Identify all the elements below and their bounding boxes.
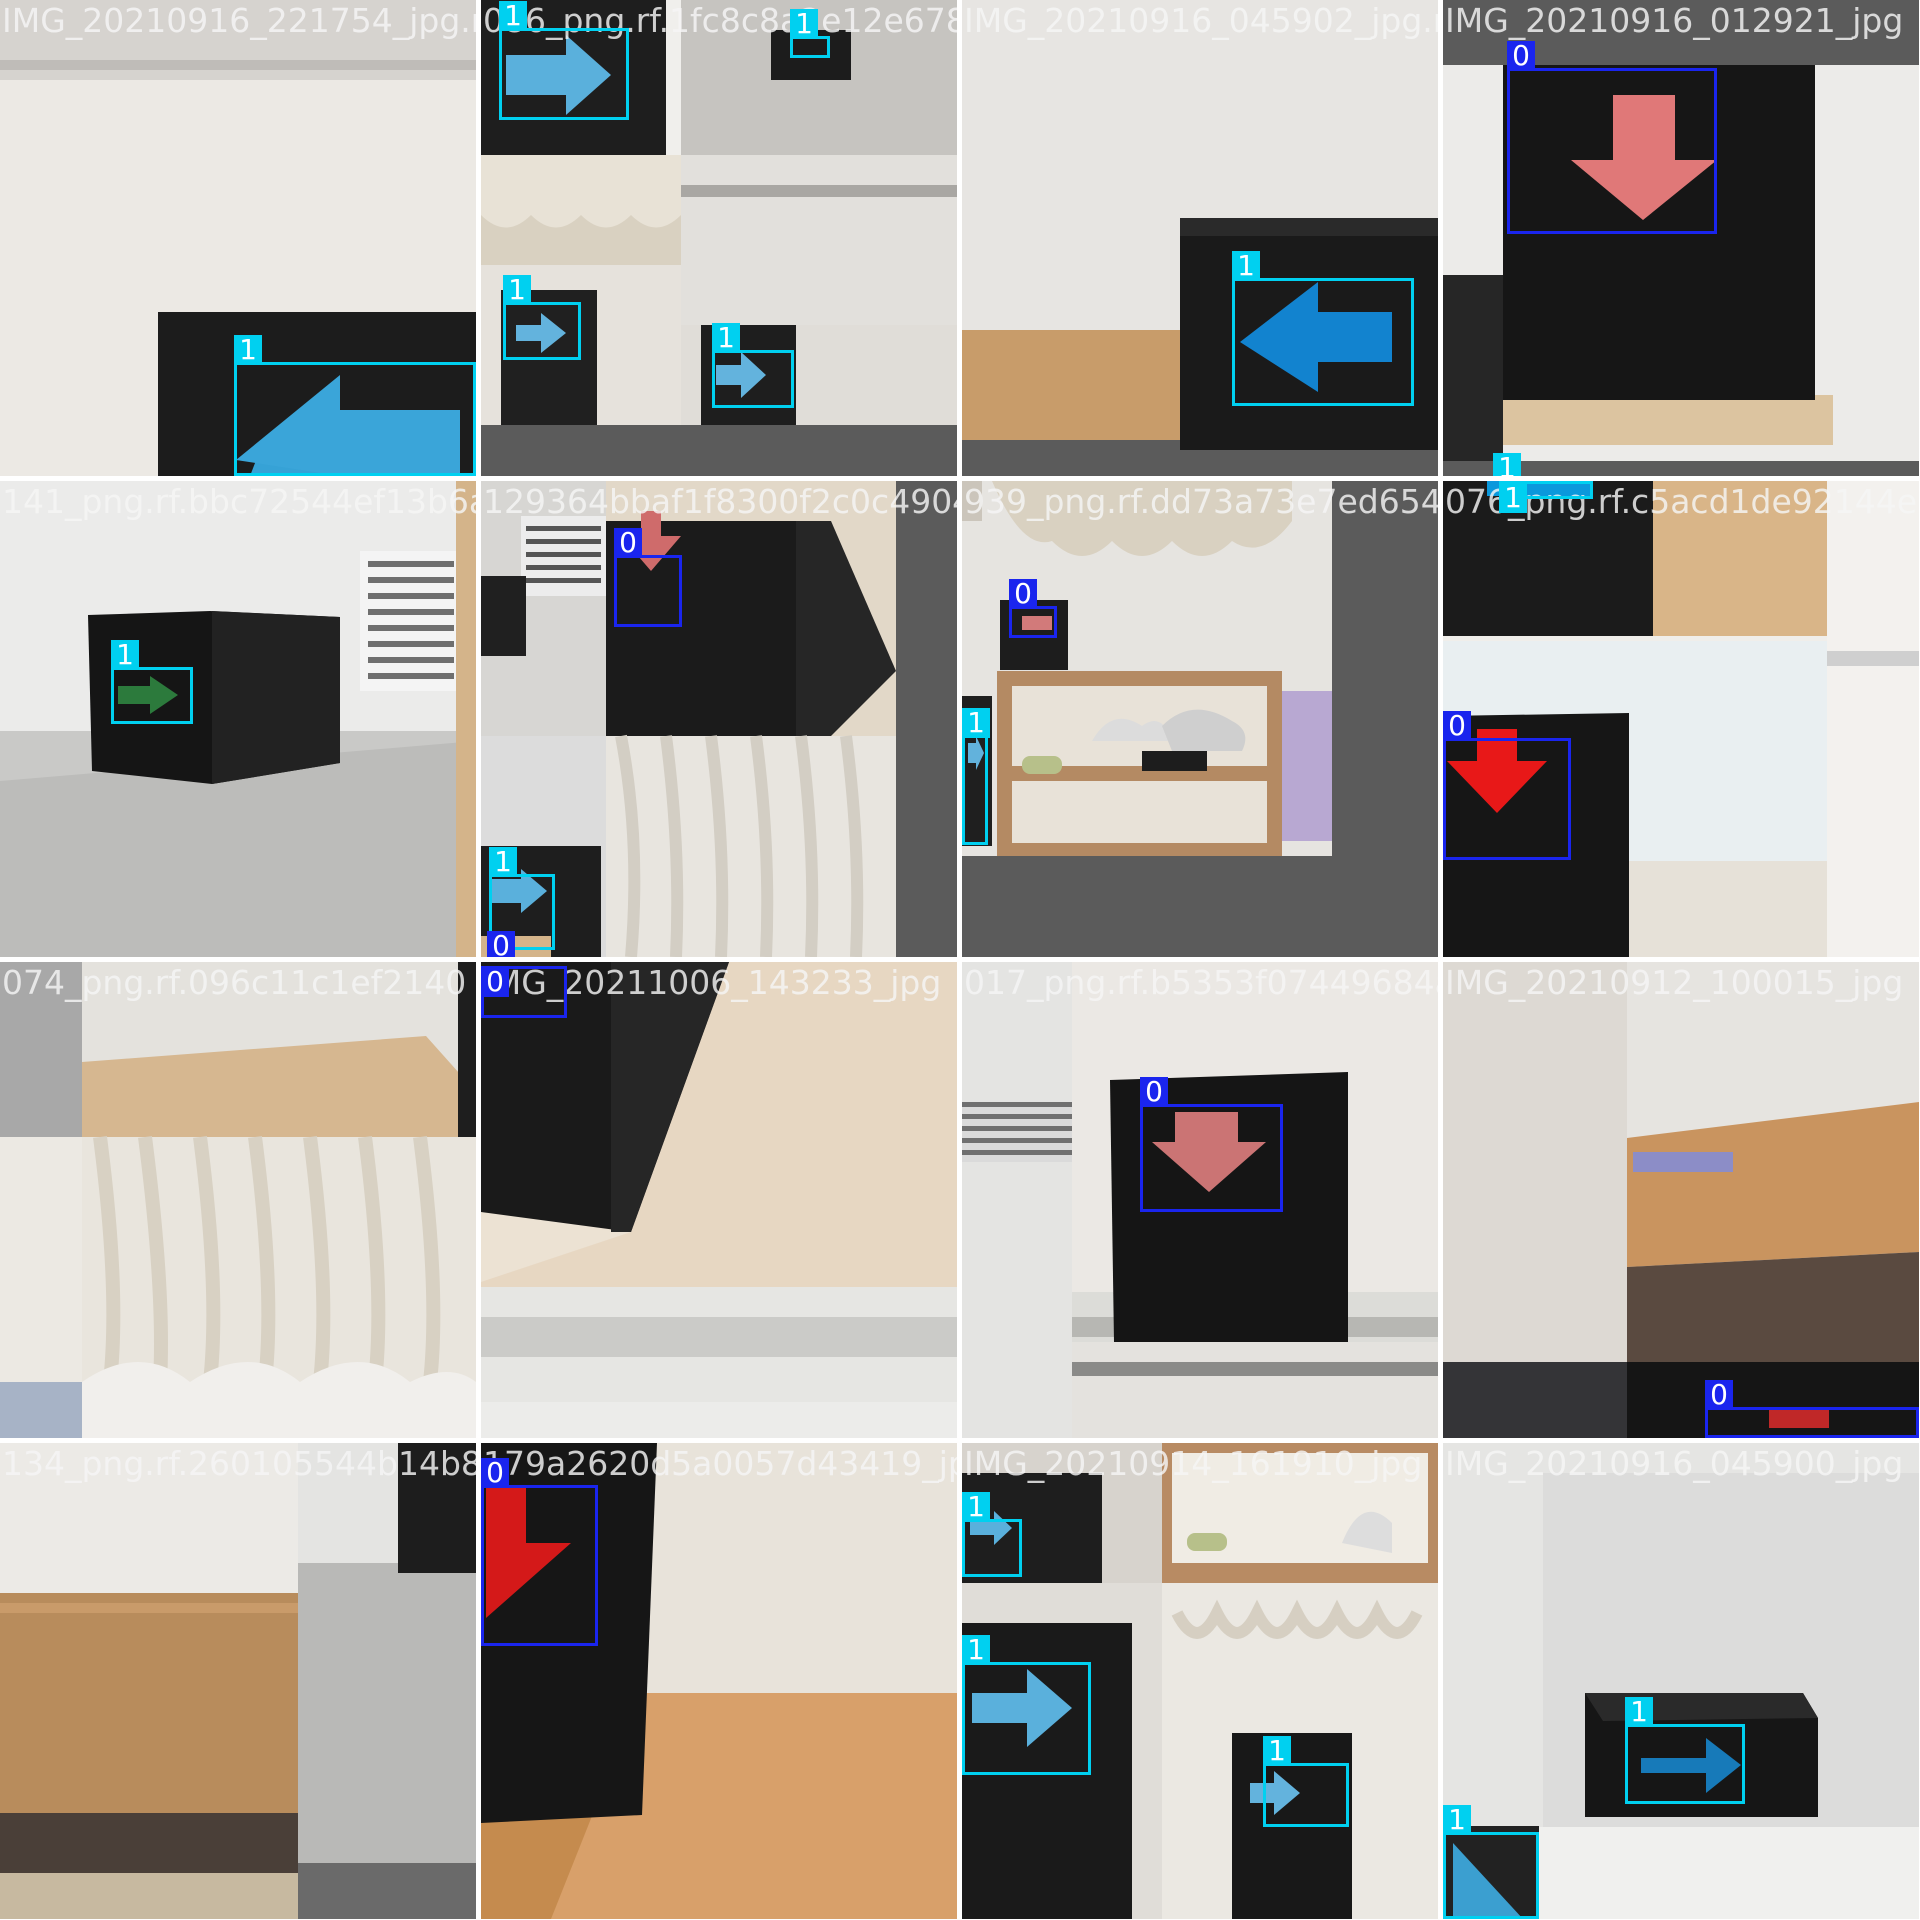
tile-image (962, 962, 1438, 1438)
image-filename: 179a2620d5a0057d43419_jpg (483, 1444, 957, 1483)
tile-image (962, 1443, 1438, 1919)
image-filename: IMG_20210914_161910_jpg (964, 1444, 1423, 1483)
detection-box: 1 (962, 1635, 1091, 1775)
class-label: 1 (1625, 1697, 1653, 1727)
image-filename: IMG_20210916_045900_jpg (1445, 1444, 1904, 1483)
detection-box: 1 (712, 323, 794, 408)
detection-box: 1 (1443, 1805, 1539, 1919)
tile-image (481, 1443, 957, 1919)
class-label: 1 (1499, 483, 1527, 513)
class-label: 0 (1009, 579, 1037, 609)
detection-box: 1 (962, 1492, 1022, 1577)
class-label: 1 (712, 323, 740, 353)
tile-image (481, 962, 957, 1438)
detection-box: 1 (499, 1, 629, 120)
detection-box: 0 (1705, 1380, 1919, 1438)
tile-image (0, 481, 476, 957)
mosaic-tile: IMG_20210912_100015_jpg 0 (1443, 962, 1919, 1438)
tile-image (1443, 1443, 1919, 1919)
mosaic-tile: 129364bbaf1f8300f2c0c490496 0 1 0 (481, 481, 957, 957)
tile-image (962, 0, 1438, 476)
class-label: 1 (962, 1492, 990, 1522)
class-label: 1 (962, 1635, 990, 1665)
class-label: 1 (111, 640, 139, 670)
detection-box: 1 (1499, 481, 1593, 513)
mosaic-tile: 141_png.rf.bbc72544ef13b6a293 1 (0, 481, 476, 957)
detection-box: 1 (111, 640, 193, 724)
detection-box: 0 (1009, 579, 1057, 638)
detection-box: 1 (790, 9, 830, 58)
class-label: 0 (614, 528, 642, 558)
class-label: 1 (1443, 1805, 1471, 1835)
class-label: 0 (1705, 1380, 1733, 1410)
mosaic-tile: IMG_20210916_045900_jpg 1 1 (1443, 1443, 1919, 1919)
detection-box: 0 (481, 1458, 598, 1646)
mosaic-tile: IMG_20210916_045902_jpg.rf.a3c817 1 (962, 0, 1438, 476)
image-filename: 086_png.rf.1fc8c8a2e12e678a274c2d5 (483, 1, 957, 40)
class-label: 1 (962, 708, 990, 738)
detection-box: 0 (614, 528, 682, 627)
class-label: 0 (1507, 41, 1535, 71)
detection-box: 1 (234, 335, 476, 476)
class-label: 1 (1232, 251, 1260, 281)
mosaic-tile: 179a2620d5a0057d43419_jpg 0 (481, 1443, 957, 1919)
class-label: 0 (481, 1458, 509, 1488)
class-label: 1 (503, 275, 531, 305)
tile-image (0, 962, 476, 1438)
tile-image (0, 1443, 476, 1919)
tile-image (962, 481, 1438, 957)
tile-image (481, 481, 957, 957)
image-filename: 141_png.rf.bbc72544ef13b6a293 (2, 482, 476, 521)
mosaic-tile: IMG_20210914_161910_jpg 1 1 1 (962, 1443, 1438, 1919)
mosaic-tile: 134_png.rf.260105544b14b8 (0, 1443, 476, 1919)
detection-box: 1 (1232, 251, 1414, 406)
image-filename: IMG_20210912_100015_jpg (1445, 963, 1904, 1002)
mosaic-tile: 074_png.rf.096c11c1ef2140 (0, 962, 476, 1438)
class-label: 1 (790, 9, 818, 39)
image-filename: IMG_20211006_143233_jpg (483, 963, 942, 1002)
class-label: 0 (1140, 1077, 1168, 1107)
detection-box: 1 (1263, 1736, 1349, 1827)
tile-image (1443, 962, 1919, 1438)
mosaic-tile: 076_png.rf.c5acd1de92144e3 1 0 (1443, 481, 1919, 957)
image-filename: 017_png.rf.b5353f07449684a79 (964, 963, 1438, 1002)
class-label: 1 (489, 847, 517, 877)
detection-box: 0 (481, 966, 567, 1018)
detection-box: 1 (489, 847, 555, 950)
image-filename: IMG_20210916_045902_jpg.rf.a3c817 (964, 1, 1438, 40)
detection-box: 1 (503, 275, 581, 360)
class-label: 1 (499, 1, 527, 31)
mosaic-tile: 939_png.rf.dd73a73e7ed654d87 0 1 (962, 481, 1438, 957)
class-label: 0 (1443, 711, 1471, 741)
class-label: 1 (1493, 453, 1521, 476)
image-filename: 134_png.rf.260105544b14b8 (2, 1444, 476, 1483)
tile-image (1443, 481, 1919, 957)
mosaic-tile: IMG_20211006_143233_jpg 0 (481, 962, 957, 1438)
detection-box: 0 (1443, 711, 1571, 860)
image-filename: 939_png.rf.dd73a73e7ed654d87 (964, 482, 1438, 521)
detection-box: 1 (1625, 1697, 1745, 1804)
class-label: 1 (1263, 1736, 1291, 1766)
class-label: 0 (481, 967, 509, 997)
tile-image (0, 0, 476, 476)
mosaic-tile: 086_png.rf.1fc8c8a2e12e678a274c2d5 1 1 1… (481, 0, 957, 476)
class-label: 0 (487, 931, 515, 957)
image-filename: 129364bbaf1f8300f2c0c490496 (483, 482, 957, 521)
detection-box: 0 (1140, 1077, 1283, 1212)
tile-image (1443, 0, 1919, 476)
detection-box: 0 (1507, 41, 1717, 234)
image-filename: IMG_20210916_012921_jpg (1445, 1, 1904, 40)
image-filename: 074_png.rf.096c11c1ef2140 (2, 963, 467, 1002)
image-filename: IMG_20210916_221754_jpg.rf.e4f8c3b7a2 (2, 1, 476, 40)
mosaic-tile: 017_png.rf.b5353f07449684a79 0 (962, 962, 1438, 1438)
detection-box: 1 (962, 708, 990, 845)
mosaic-tile: IMG_20210916_221754_jpg.rf.e4f8c3b7a2 1 (0, 0, 476, 476)
mosaic-tile: IMG_20210916_012921_jpg 0 1 (1443, 0, 1919, 476)
class-label: 1 (234, 335, 262, 365)
